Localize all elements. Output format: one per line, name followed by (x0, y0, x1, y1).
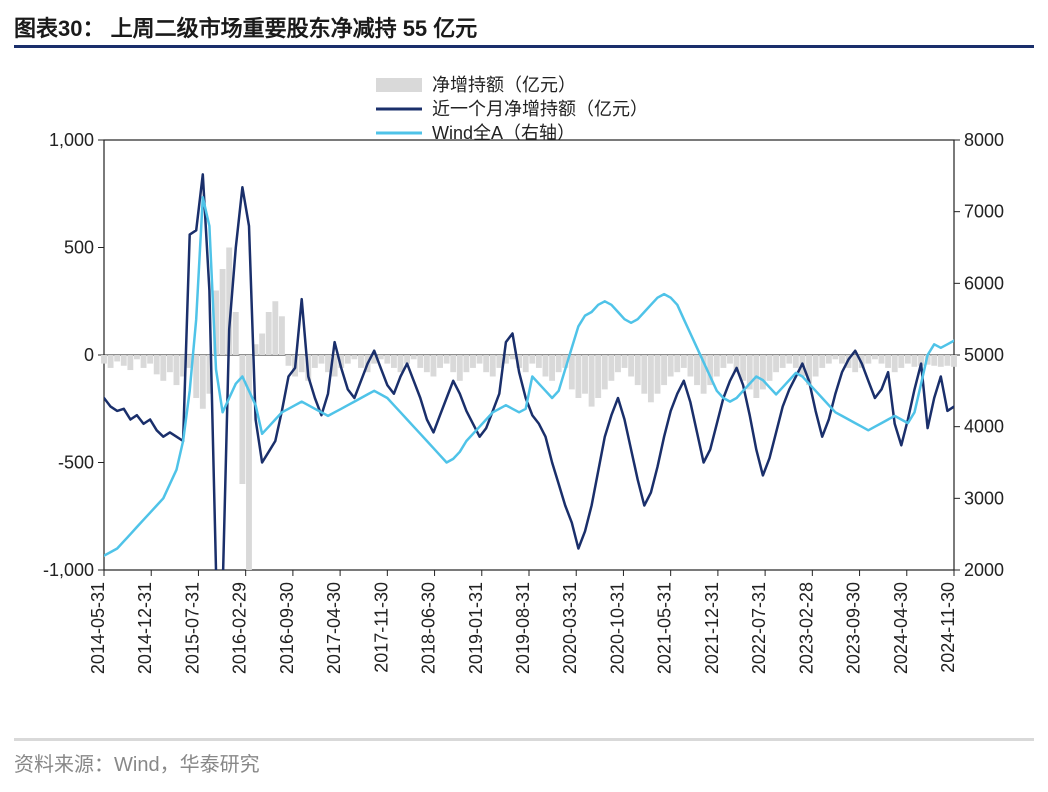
x-axis-label: 2014-12-31 (135, 582, 155, 674)
x-axis-label: 2020-10-31 (607, 582, 627, 674)
y-right-label: 3000 (964, 488, 1004, 508)
x-axis-label: 2023-02-28 (796, 582, 816, 674)
chart-title: 图表30： 上周二级市场重要股东净减持 55 亿元 (14, 11, 477, 43)
x-axis-label: 2024-11-30 (938, 582, 958, 673)
legend-swatch (376, 78, 422, 92)
plot-area: -1,000 -500 0 500 1,000 2000 3000 4000 5000 6000 7… (14, 60, 1034, 722)
y-right-label: 7000 (964, 202, 1004, 222)
legend-label: 近一个月净增持额（亿元） (432, 99, 648, 119)
x-axis-label: 2021-05-31 (655, 582, 675, 674)
x-axis-label: 2019-01-31 (466, 582, 486, 674)
x-axis-label: 2018-06-30 (419, 582, 439, 674)
x-axis-label: 2014-05-31 (88, 582, 108, 674)
x-axis-label: 2017-11-30 (371, 582, 391, 673)
y-right-label: 4000 (964, 417, 1004, 437)
source-text: 资料来源：Wind，华泰研究 (14, 748, 260, 777)
x-axis-label: 2021-12-31 (702, 582, 722, 674)
line-net-month (104, 174, 954, 591)
x-axis-label: 2024-04-30 (891, 582, 911, 674)
x-axis-label: 2022-07-31 (749, 582, 769, 674)
y-left-label: 500 (64, 238, 94, 258)
y-left-label: 0 (84, 345, 94, 365)
x-axis-label: 2023-09-30 (844, 582, 864, 674)
source-line: 资料来源：Wind，华泰研究 (14, 738, 1034, 778)
y-left-label: -1,000 (43, 560, 94, 580)
y-right-label: 8000 (964, 130, 1004, 150)
x-axis-label: 2016-02-29 (230, 582, 250, 674)
y-left-label: 1,000 (49, 130, 94, 150)
x-axis-label: 2020-03-31 (560, 582, 580, 674)
y-right-label: 2000 (964, 560, 1004, 580)
figure-container: 图表30： 上周二级市场重要股东净减持 55 亿元 -1,000 -500 0 500… (0, 0, 1048, 792)
x-axis-label: 2017-04-30 (324, 582, 344, 674)
x-axis-label: 2016-09-30 (277, 582, 297, 674)
y-right-label: 6000 (964, 273, 1004, 293)
legend-label: Wind全A（右轴） (432, 123, 575, 143)
chart-svg: -1,000 -500 0 500 1,000 2000 3000 4000 5000 6000 7… (14, 60, 1034, 720)
x-axis-label: 2019-08-31 (513, 582, 533, 674)
title-bar: 图表30： 上周二级市场重要股东净减持 55 亿元 (14, 8, 1034, 48)
y-left-label: -500 (58, 453, 94, 473)
x-axis-label: 2015-07-31 (182, 582, 202, 674)
legend-label: 净增持额（亿元） (432, 75, 576, 95)
y-right-label: 5000 (964, 345, 1004, 365)
